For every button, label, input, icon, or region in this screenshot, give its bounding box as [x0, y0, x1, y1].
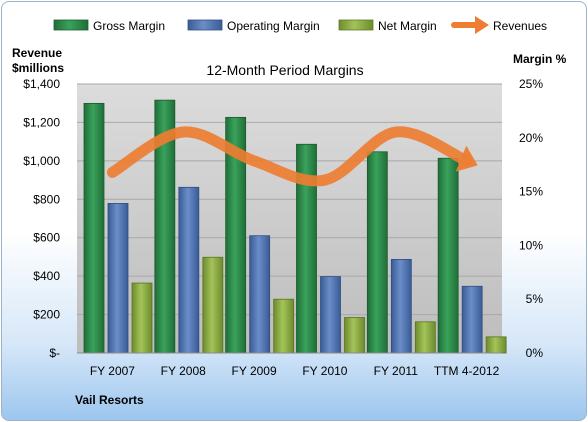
right-tick-label: 15%	[519, 185, 543, 199]
bar-operating-margin	[320, 276, 341, 354]
x-tick-label: FY 2008	[161, 364, 206, 378]
legend-item-operating-margin: Operating Margin	[187, 19, 320, 33]
left-tick-label: $600	[33, 231, 60, 245]
left-tick-label: $-	[49, 346, 60, 360]
left-tick-label: $1,400	[23, 77, 60, 91]
right-tick-label: 10%	[519, 238, 543, 252]
bar-gross-margin	[437, 157, 459, 354]
legend-item-net-margin: Net Margin	[338, 19, 437, 33]
bar-net-margin	[131, 282, 153, 354]
left-axis-ticks: $- $200 $400 $600 $800 $1,000 $1,200 $1,400	[23, 77, 60, 360]
revenues-arrow-head	[455, 145, 478, 172]
x-tick-label: FY 2009	[232, 364, 277, 378]
legend-swatch-operating-margin	[187, 19, 223, 31]
legend-item-revenues: Revenues	[451, 16, 547, 34]
company-label: Vail Resorts	[75, 393, 144, 407]
left-tick-label: $1,000	[23, 154, 60, 168]
bar-operating-margin	[178, 186, 200, 354]
left-tick-label: $200	[33, 308, 60, 322]
x-tick-label: FY 2007	[90, 364, 135, 378]
legend: Gross Margin Operating Margin Net Margin…	[53, 16, 547, 34]
legend-swatch-net-margin	[338, 19, 374, 31]
bar-operating-margin	[461, 285, 483, 354]
chart-title: 12-Month Period Margins	[206, 62, 363, 78]
legend-item-gross-margin: Gross Margin	[53, 19, 165, 33]
left-tick-label: $1,200	[23, 115, 60, 129]
bar-net-margin	[344, 317, 365, 354]
bar-net-margin	[414, 321, 436, 354]
x-tick-label: FY 2010	[302, 364, 347, 378]
bar-gross-margin	[83, 102, 105, 354]
legend-arrow-head-revenues	[475, 16, 489, 34]
legend-label-operating-margin: Operating Margin	[227, 19, 320, 33]
legend-label-net-margin: Net Margin	[378, 19, 437, 33]
left-axis-label-line1: Revenue	[12, 46, 62, 60]
right-axis-ticks: 0% 5% 10% 15% 20% 25%	[519, 77, 543, 360]
bar-operating-margin	[390, 258, 412, 354]
right-tick-label: 5%	[526, 292, 544, 306]
left-tick-label: $800	[33, 192, 60, 206]
x-tick-label: FY 2011	[374, 364, 419, 378]
bar-net-margin	[202, 256, 224, 354]
x-axis-ticks: FY 2007 FY 2008 FY 2009 FY 2010 FY 2011 TTM 4…	[90, 364, 500, 378]
left-tick-label: $400	[33, 269, 60, 283]
legend-label-revenues: Revenues	[493, 19, 547, 33]
right-tick-label: 0%	[526, 346, 544, 360]
bar-net-margin	[273, 298, 295, 354]
revenues-line-group	[106, 126, 478, 187]
bar-operating-margin	[107, 203, 129, 354]
legend-label-gross-margin: Gross Margin	[93, 19, 165, 33]
left-axis-label-line2: $millions	[12, 61, 64, 75]
bar-operating-margin	[249, 235, 271, 354]
right-axis-label: Margin %	[513, 52, 567, 66]
bar-gross-margin	[366, 151, 388, 354]
right-tick-label: 25%	[519, 77, 543, 91]
bar-net-margin	[485, 336, 507, 354]
right-tick-label: 20%	[519, 131, 543, 145]
x-tick-label: TTM 4-2012	[434, 364, 500, 378]
revenues-line	[106, 126, 473, 187]
legend-swatch-gross-margin	[53, 19, 89, 31]
